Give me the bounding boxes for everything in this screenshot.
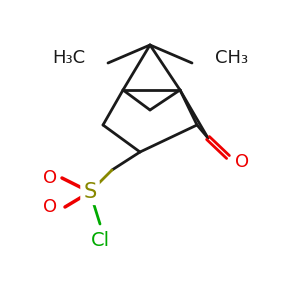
Text: O: O: [43, 169, 57, 187]
Text: H₃C: H₃C: [52, 49, 85, 67]
Text: O: O: [235, 153, 249, 171]
Text: CH₃: CH₃: [215, 49, 248, 67]
Text: S: S: [83, 182, 97, 202]
Text: Cl: Cl: [90, 230, 110, 250]
Text: O: O: [43, 198, 57, 216]
